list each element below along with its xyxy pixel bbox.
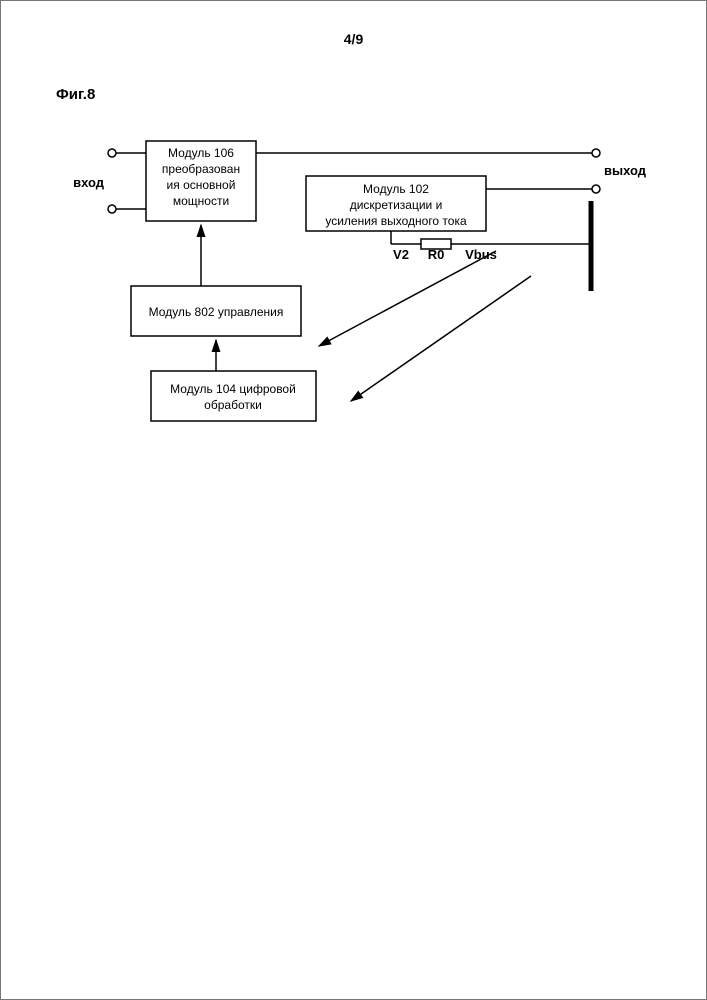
module106-line3: ия основной xyxy=(167,178,236,192)
module106-line2: преобразован xyxy=(162,162,240,176)
figure-label: Фиг.8 xyxy=(56,86,95,103)
block-diagram: Модуль 106 преобразован ия основной мощн… xyxy=(56,121,656,461)
page-number: 4/9 xyxy=(344,31,363,47)
module106-line4: мощности xyxy=(173,194,229,208)
terminal-in-bot xyxy=(108,205,116,213)
label-input: вход xyxy=(73,175,105,190)
arrow-diag-2 xyxy=(351,276,531,401)
terminal-in-top xyxy=(108,149,116,157)
arrow-diag-1 xyxy=(319,251,496,346)
module106-line1: Модуль 106 xyxy=(168,146,234,160)
module102-line1: Модуль 102 xyxy=(363,182,429,196)
module802-line1: Модуль 802 управления xyxy=(149,305,284,319)
module102-line3: усиления выходного тока xyxy=(325,214,467,228)
label-output: выход xyxy=(604,163,647,178)
terminal-out-top xyxy=(592,149,600,157)
page: 4/9 Фиг.8 xyxy=(0,0,707,1000)
label-v2: V2 xyxy=(393,247,409,262)
terminal-out-bot xyxy=(592,185,600,193)
module102-line2: дискретизации и xyxy=(350,198,443,212)
block-module104 xyxy=(151,371,316,421)
module104-line2: обработки xyxy=(204,398,262,412)
label-vbus: Vbus xyxy=(465,247,497,262)
label-r0: R0 xyxy=(428,247,445,262)
module104-line1: Модуль 104 цифровой xyxy=(170,382,296,396)
